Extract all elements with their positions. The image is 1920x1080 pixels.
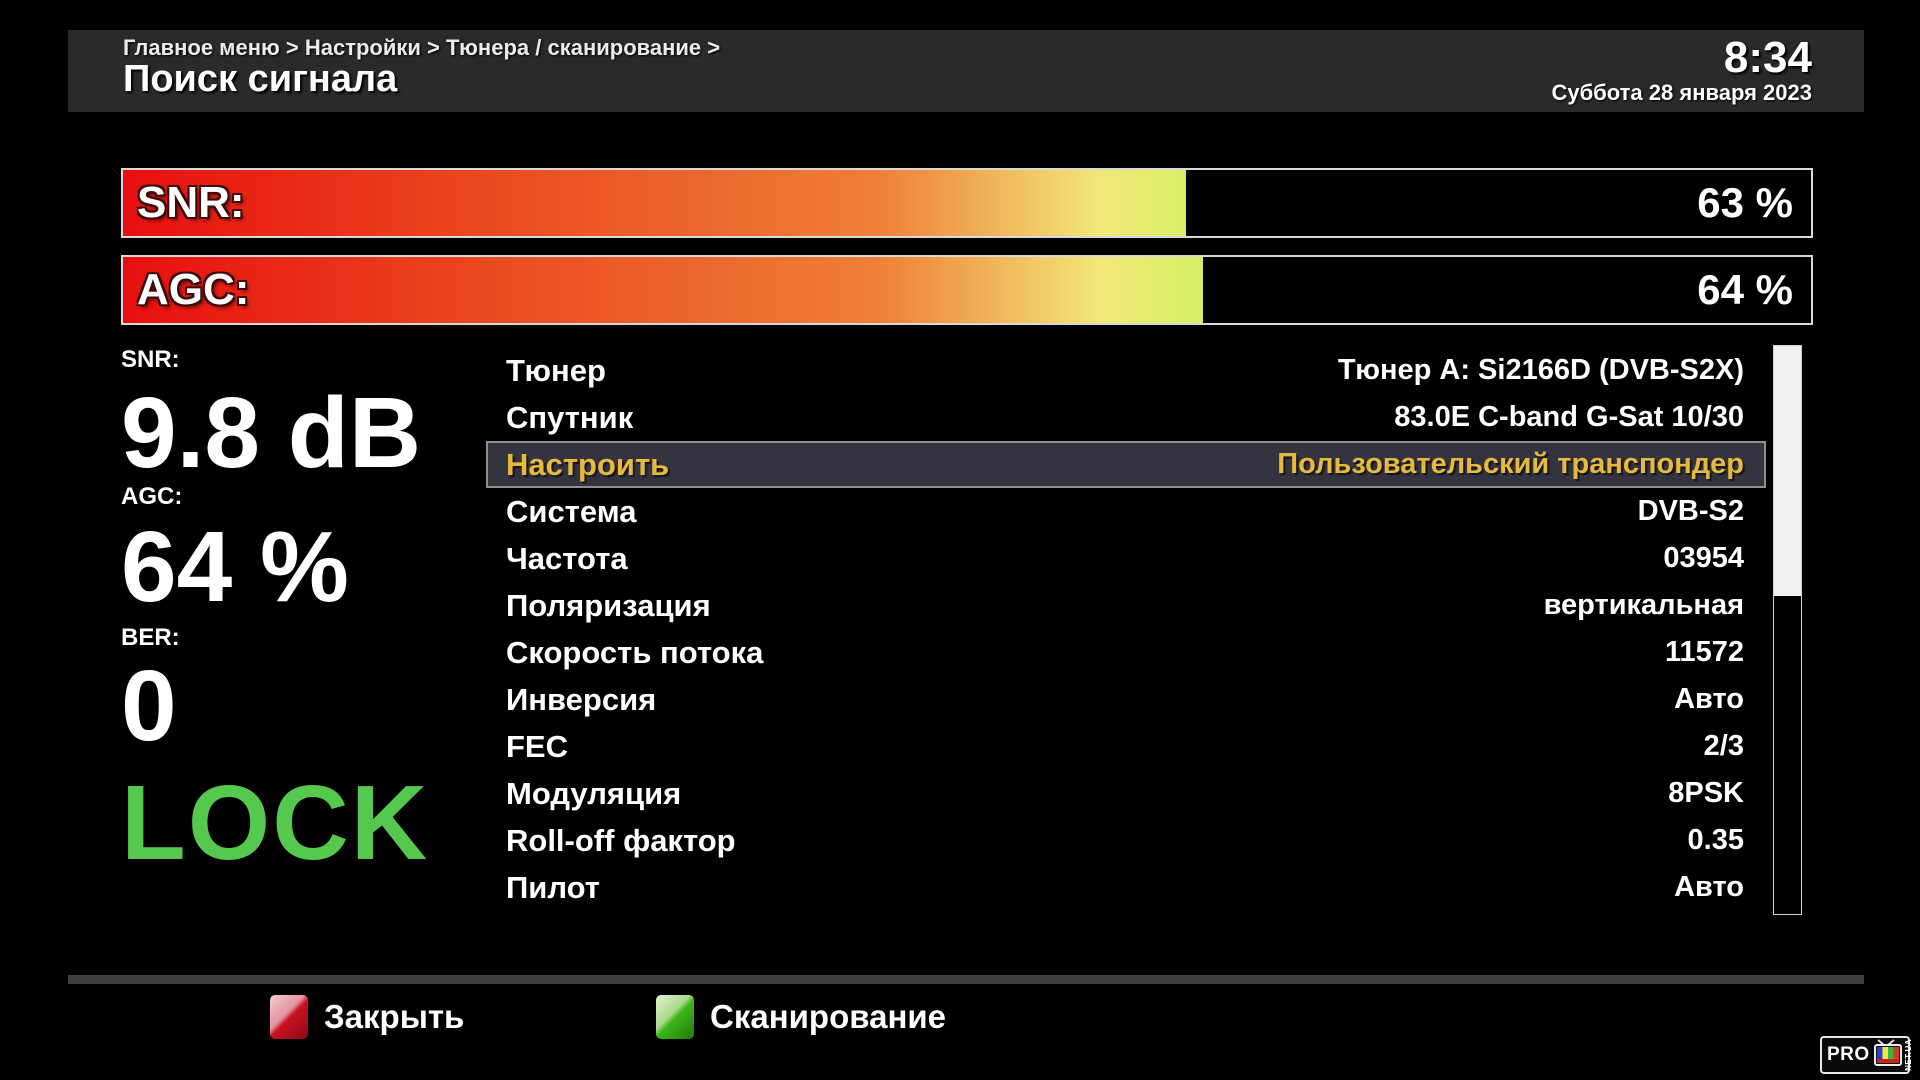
snr-readout-value: 9.8 dB <box>121 377 422 489</box>
clock-time: 8:34 <box>1723 33 1812 82</box>
clock: 8:34 Суббота 28 января 2023 <box>1551 33 1812 106</box>
setting-value: DVB-S2 <box>1637 495 1744 527</box>
red-key-icon <box>270 995 308 1039</box>
settings-row-tune[interactable]: Настроить Пользовательский транспондер <box>486 441 1766 488</box>
setting-value: Пользовательский транспондер <box>1277 448 1744 480</box>
agc-bar-label: AGC: <box>137 265 250 314</box>
setting-value: Авто <box>1674 871 1744 903</box>
signal-readouts: SNR: 9.8 dB AGC: 64 % BER: 0 LOCK <box>121 0 511 1080</box>
close-button-label: Закрыть <box>324 998 465 1035</box>
settings-row-inversion[interactable]: Инверсия Авто <box>486 676 1766 723</box>
breadcrumb: Главное меню > Настройки > Тюнера / скан… <box>123 35 721 60</box>
setting-value: 2/3 <box>1703 730 1744 762</box>
setting-value: 11572 <box>1664 636 1744 668</box>
agc-bar-fill <box>123 257 1204 323</box>
logo-pro-text: PRO <box>1827 1044 1870 1065</box>
agc-readout-label: AGC: <box>121 483 183 510</box>
setting-label: Скорость потока <box>506 634 764 670</box>
header-bar: Главное меню > Настройки > Тюнера / скан… <box>68 30 1864 112</box>
setting-value: 8PSK <box>1668 777 1744 809</box>
settings-row-pilot[interactable]: Пилот Авто <box>486 864 1766 911</box>
setting-label: Спутник <box>506 399 634 435</box>
setting-label: Настроить <box>506 446 670 482</box>
setting-label: Roll-off фактор <box>506 822 736 858</box>
settings-row-polarization[interactable]: Поляризация вертикальная <box>486 582 1766 629</box>
setting-value: 0.35 <box>1687 824 1744 856</box>
snr-readout-label: SNR: <box>121 346 180 373</box>
setting-value: 83.0E C-band G-Sat 10/30 <box>1394 401 1744 433</box>
snr-bar-label: SNR: <box>137 178 245 227</box>
setting-label: Инверсия <box>506 681 657 717</box>
snr-bar-fill <box>123 170 1187 236</box>
setting-label: Пилот <box>506 869 600 905</box>
snr-bar-value: 63 % <box>1697 179 1793 226</box>
agc-bar-value: 64 % <box>1697 266 1793 313</box>
agc-readout-value: 64 % <box>121 511 349 623</box>
page-title: Поиск сигнала <box>123 58 398 100</box>
settings-row-modulation[interactable]: Модуляция 8PSK <box>486 770 1766 817</box>
footer-divider <box>68 975 1864 984</box>
setting-label: FEC <box>506 728 568 764</box>
ber-readout-label: BER: <box>121 624 180 651</box>
settings-row-system[interactable]: Система DVB-S2 <box>486 488 1766 535</box>
setting-value: Тюнер A: Si2166D (DVB-S2X) <box>1337 354 1744 386</box>
protv-logo: PRO NET.UA <box>1820 1036 1913 1074</box>
tuner-settings-list: Тюнер Тюнер A: Si2166D (DVB-S2X) Спутник… <box>486 347 1766 911</box>
scan-button-label: Сканирование <box>710 998 947 1035</box>
agc-progress-bar: AGC: 64 % <box>121 255 1813 325</box>
settings-row-frequency[interactable]: Частота 03954 <box>486 535 1766 582</box>
close-button[interactable]: Закрыть <box>270 995 464 1039</box>
tv-icon <box>1873 1038 1903 1072</box>
setting-label: Модуляция <box>506 775 682 811</box>
settings-row-symbol-rate[interactable]: Скорость потока 11572 <box>486 629 1766 676</box>
setting-label: Частота <box>506 540 628 576</box>
scan-button[interactable]: Сканирование <box>656 995 946 1039</box>
setting-value: 03954 <box>1663 542 1744 574</box>
settings-row-tuner[interactable]: Тюнер Тюнер A: Si2166D (DVB-S2X) <box>486 347 1766 394</box>
lock-status: LOCK <box>121 764 430 882</box>
setting-label: Поляризация <box>506 587 711 623</box>
settings-row-satellite[interactable]: Спутник 83.0E C-band G-Sat 10/30 <box>486 394 1766 441</box>
settings-row-fec[interactable]: FEC 2/3 <box>486 723 1766 770</box>
green-key-icon <box>656 995 694 1039</box>
setting-label: Система <box>506 493 637 529</box>
setting-value: Авто <box>1674 683 1744 715</box>
snr-progress-bar: SNR: 63 % <box>121 168 1813 238</box>
setting-label: Тюнер <box>506 352 606 388</box>
settings-scrollbar[interactable] <box>1773 345 1802 915</box>
setting-value: вертикальная <box>1543 589 1744 621</box>
ber-readout-value: 0 <box>121 650 177 762</box>
settings-row-rolloff[interactable]: Roll-off фактор 0.35 <box>486 817 1766 864</box>
logo-netua-text: NET.UA <box>1903 1039 1913 1071</box>
clock-date: Суббота 28 января 2023 <box>1551 80 1812 105</box>
scrollbar-thumb[interactable] <box>1774 346 1801 596</box>
